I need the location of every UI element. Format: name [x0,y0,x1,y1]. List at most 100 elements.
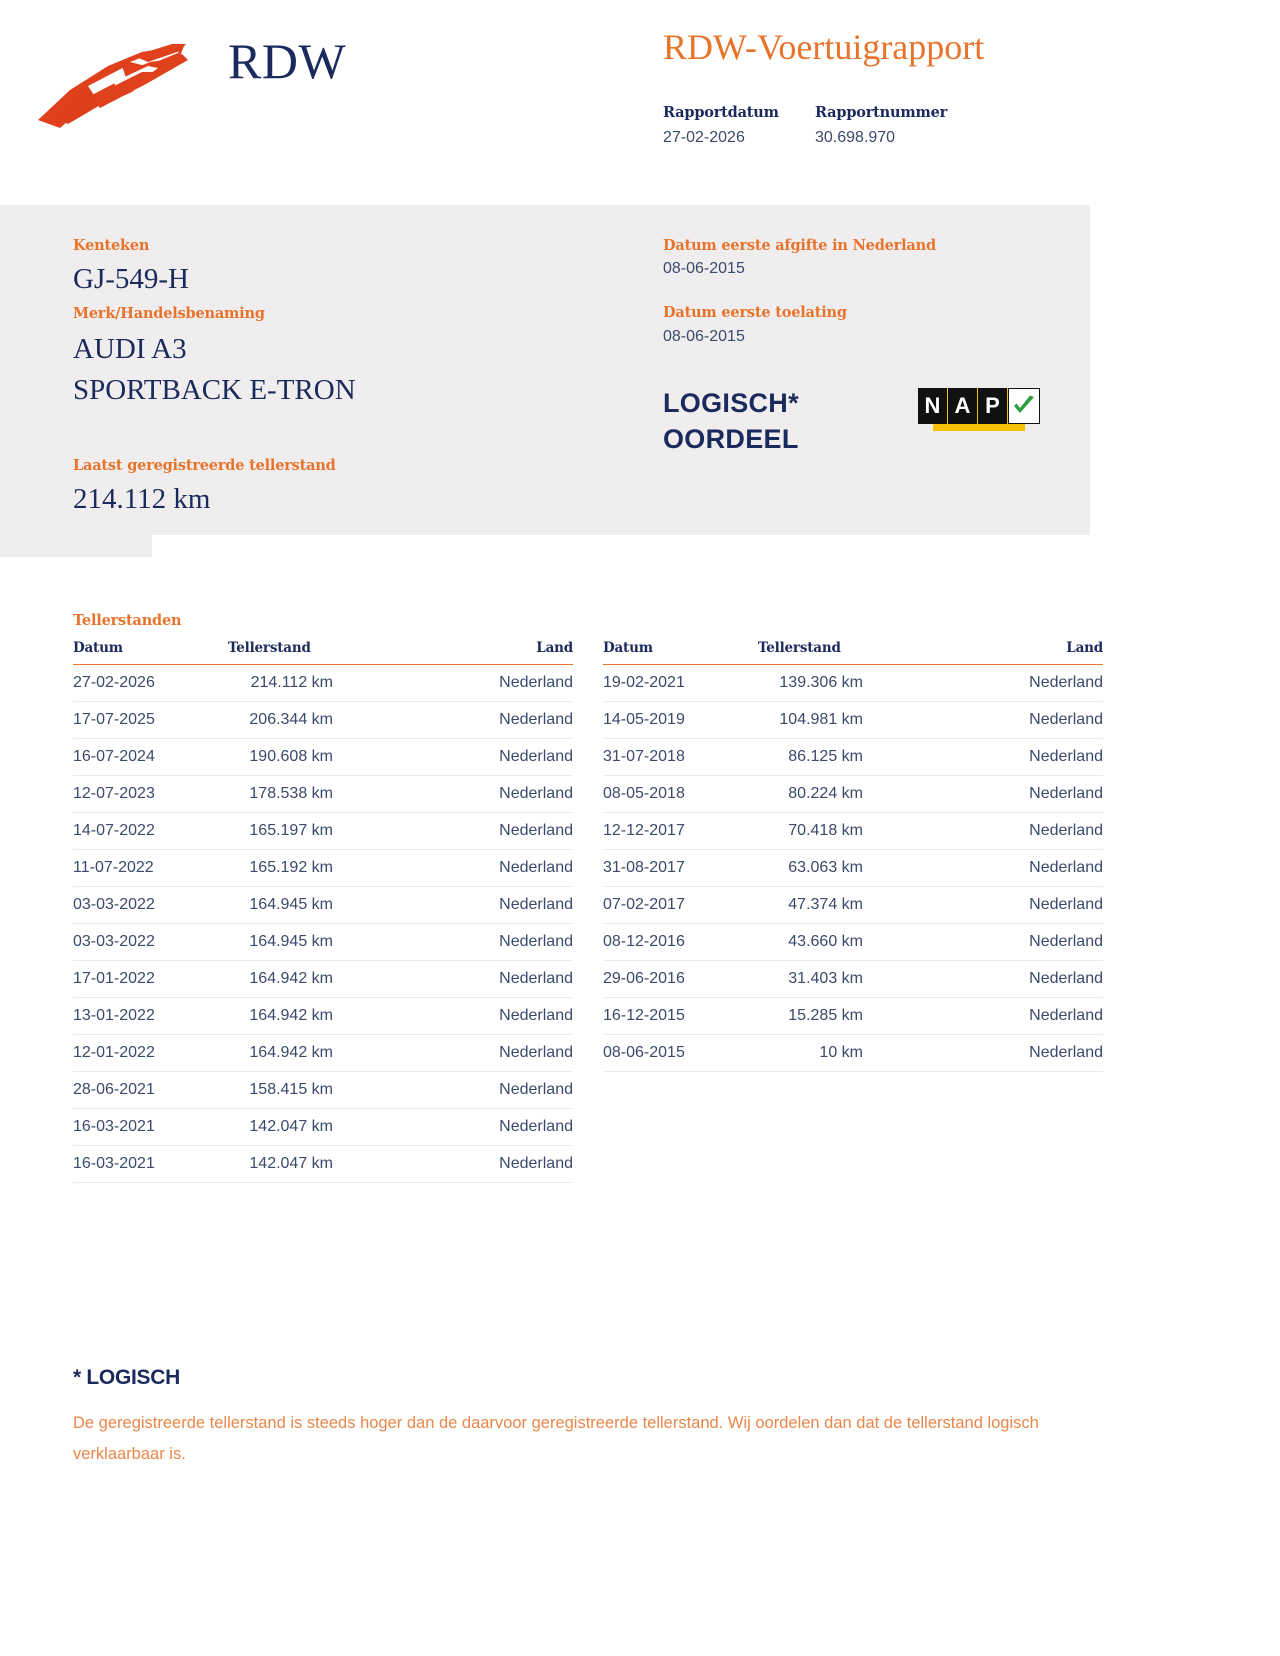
cell-land: Nederland [413,960,573,998]
cell-tellerstand: 86.125 km [758,738,943,776]
cell-land: Nederland [943,997,1103,1035]
cell-land: Nederland [413,701,573,739]
table-row: 19-02-2021 139.306 km Nederland [603,664,1103,702]
toelating-value: 08-06-2015 [663,327,745,345]
cell-land: Nederland [413,1145,573,1183]
table-row: 08-05-2018 80.224 km Nederland [603,775,1103,813]
column-header-tellerstand: Tellerstand [228,640,413,665]
table-row: 12-07-2023 178.538 km Nederland [73,775,573,813]
logisch-footnote-body: De geregistreerde tellerstand is steeds … [73,1414,1039,1463]
cell-datum: 03-03-2022 [73,886,228,924]
cell-tellerstand: 43.660 km [758,923,943,961]
report-meta: Rapportdatum 27-02-2026 Rapportnummer 30… [663,104,967,147]
table-row: 13-01-2022 164.942 km Nederland [73,997,573,1035]
cell-tellerstand: 190.608 km [228,738,413,776]
table-body-left: 27-02-2026 214.112 km Nederland 17-07-2025 2… [73,664,573,1183]
cell-land: Nederland [943,886,1103,924]
merk-line-2: SPORTBACK E-TRON [73,373,356,406]
cell-datum: 16-03-2021 [73,1108,228,1146]
cell-datum: 12-12-2017 [603,812,758,850]
cell-datum: 14-05-2019 [603,701,758,739]
rdw-logo-text: RDW [228,33,347,89]
table-row: 17-01-2022 164.942 km Nederland [73,960,573,998]
cell-tellerstand: 47.374 km [758,886,943,924]
cell-land: Nederland [413,1071,573,1109]
table-row: 11-07-2022 165.192 km Nederland [73,849,573,887]
table-row: 31-08-2017 63.063 km Nederland [603,849,1103,887]
cell-land: Nederland [413,812,573,850]
cell-datum: 07-02-2017 [603,886,758,924]
green-check-icon [1008,387,1040,424]
meta-label: Rapportdatum [663,104,779,121]
nap-letter-n: N [918,387,948,424]
cell-datum: 16-12-2015 [603,997,758,1035]
cell-land: Nederland [413,849,573,887]
table-row: 12-12-2017 70.418 km Nederland [603,812,1103,850]
table-row: 12-01-2022 164.942 km Nederland [73,1034,573,1072]
nap-badge: N A P [918,387,1040,431]
cell-tellerstand: 104.981 km [758,701,943,739]
cell-land: Nederland [413,886,573,924]
column-header-tellerstand: Tellerstand [758,640,943,665]
nap-letter-p: P [978,387,1008,424]
toelating-label: Datum eerste toelating [663,304,847,322]
cell-datum: 08-12-2016 [603,923,758,961]
cell-datum: 17-01-2022 [73,960,228,998]
table-row: 14-07-2022 165.197 km Nederland [73,812,573,850]
cell-land: Nederland [413,738,573,776]
rdw-swoosh-icon [30,38,205,138]
tellerstand-value: 214.112 km [73,483,211,516]
cell-land: Nederland [943,664,1103,702]
table-row: 16-12-2015 15.285 km Nederland [603,997,1103,1035]
cell-datum: 31-08-2017 [603,849,758,887]
table-header-row: Datum Tellerstand Land [603,640,1103,665]
cell-datum: 08-05-2018 [603,775,758,813]
table-row: 07-02-2017 47.374 km Nederland [603,886,1103,924]
merk-value: AUDI A3 SPORTBACK E-TRON [73,329,543,411]
column-header-datum: Datum [603,640,758,665]
rdw-logo: RDW [30,18,346,138]
cell-land: Nederland [943,812,1103,850]
panel-right-column: Datum eerste afgifte in Nederland 08-06-… [663,237,1083,470]
cell-tellerstand: 165.197 km [228,812,413,850]
cell-tellerstand: 10 km [758,1034,943,1072]
cell-tellerstand: 214.112 km [228,664,413,702]
cell-land: Nederland [943,738,1103,776]
table-row: 31-07-2018 86.125 km Nederland [603,738,1103,776]
cell-datum: 16-07-2024 [73,738,228,776]
tellerstand-label: Laatst geregistreerde tellerstand [73,456,336,474]
cell-datum: 19-02-2021 [603,664,758,702]
cell-tellerstand: 164.945 km [228,886,413,924]
tellerstanden-table-left: Datum Tellerstand Land 27-02-2026 214.112… [73,640,573,1183]
table-row: 03-03-2022 164.945 km Nederland [73,923,573,961]
cell-tellerstand: 165.192 km [228,849,413,887]
cell-datum: 29-06-2016 [603,960,758,998]
column-header-land: Land [943,640,1103,665]
cell-datum: 28-06-2021 [73,1071,228,1109]
table-row: 03-03-2022 164.945 km Nederland [73,886,573,924]
cell-land: Nederland [413,923,573,961]
afgifte-label: Datum eerste afgifte in Nederland [663,237,936,254]
meta-rapportnummer: Rapportnummer 30.698.970 [815,104,967,147]
table-row: 08-06-2015 10 km Nederland [603,1034,1103,1072]
report-title: RDW-Voertuigrapport [663,27,985,67]
nap-letter-a: A [948,387,978,424]
nap-yellow-bar [933,423,1025,431]
cell-tellerstand: 80.224 km [758,775,943,813]
meta-value: 30.698.970 [815,129,896,146]
cell-land: Nederland [943,775,1103,813]
cell-tellerstand: 206.344 km [228,701,413,739]
meta-label: Rapportnummer [815,104,948,121]
table-header-row: Datum Tellerstand Land [73,640,573,665]
table-row: 27-02-2026 214.112 km Nederland [73,664,573,702]
vehicle-summary-panel [0,205,1090,535]
verdict-line-2: OORDEEL [663,423,799,454]
table-row: 29-06-2016 31.403 km Nederland [603,960,1103,998]
cell-tellerstand: 15.285 km [758,997,943,1035]
tellerstanden-title: Tellerstanden [73,612,182,629]
column-header-datum: Datum [73,640,228,665]
cell-datum: 17-07-2025 [73,701,228,739]
panel-left-column: Kenteken GJ-549-H Merk/Handelsbenaming A… [73,237,543,533]
meta-value: 27-02-2026 [663,129,745,146]
cell-datum: 08-06-2015 [603,1034,758,1072]
